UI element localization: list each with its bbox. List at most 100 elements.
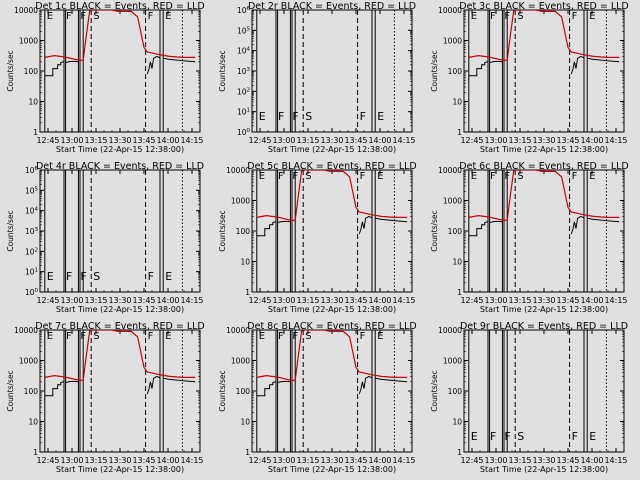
- x-tick-label: 14:15: [180, 136, 203, 145]
- y-tick-label: 100: [236, 387, 251, 396]
- flag-letter: F: [66, 11, 72, 22]
- x-tick-label: 12:45: [36, 296, 59, 305]
- flag-letter: F: [148, 331, 154, 342]
- y-tick-label: 100: [448, 67, 463, 76]
- events-series-line: [163, 57, 196, 63]
- y-tick-label: 1: [245, 288, 250, 297]
- events-series-line: [587, 57, 620, 63]
- y-tick-label: 100: [448, 387, 463, 396]
- x-tick-label: 14:00: [580, 456, 603, 465]
- flag-letter: F: [360, 171, 366, 182]
- y-tick-label: 100: [25, 288, 39, 297]
- x-tick-label: 13:00: [484, 296, 507, 305]
- x-tick-label: 14:00: [156, 456, 179, 465]
- flag-letter: E: [471, 171, 477, 182]
- y-tick-label: 10000: [438, 6, 462, 15]
- plot-title: Det 1c BLACK = Events, RED = LLD: [35, 1, 204, 12]
- y-tick-label: 1000: [443, 357, 462, 366]
- x-tick-label: 13:15: [296, 456, 319, 465]
- y-axis-label: Counts/sec: [430, 370, 439, 411]
- x-tick-label: 14:15: [180, 296, 203, 305]
- x-tick-label: 13:45: [344, 136, 367, 145]
- x-tick-label: 13:45: [132, 456, 155, 465]
- events-series-line: [277, 220, 291, 223]
- plot-title: Det 8c BLACK = Events, RED = LLD: [247, 321, 416, 332]
- y-tick-label: 105: [237, 26, 251, 35]
- y-axis-label: Counts/sec: [218, 370, 227, 411]
- y-tick-label: 1000: [231, 357, 250, 366]
- x-tick-label: 13:45: [556, 456, 579, 465]
- x-tick-label: 13:15: [84, 136, 107, 145]
- plot-title: Det 3c BLACK = Events, RED = LLD: [459, 1, 628, 12]
- x-tick-label: 13:15: [508, 136, 531, 145]
- flag-letter: F: [504, 430, 510, 443]
- y-tick-label: 1000: [443, 197, 462, 206]
- x-tick-label: 13:00: [272, 456, 295, 465]
- y-tick-label: 1: [457, 288, 462, 297]
- x-axis-label: Start Time (22-Apr-15 12:38:00): [56, 145, 184, 154]
- plot-title: Det 2r BLACK = Events, RED = LLD: [248, 1, 416, 12]
- lld-series-line: [468, 10, 620, 62]
- x-tick-label: 14:00: [368, 456, 391, 465]
- events-series-line: [146, 55, 161, 75]
- flag-letter: F: [292, 110, 298, 123]
- x-tick-label: 12:45: [248, 456, 271, 465]
- flag-letter: E: [377, 110, 384, 123]
- y-axis-label: Counts/sec: [218, 50, 227, 91]
- y-tick-label: 10: [28, 98, 38, 107]
- flag-letter: E: [471, 11, 477, 22]
- y-tick-label: 1: [457, 128, 462, 137]
- events-series-line: [570, 215, 585, 235]
- y-tick-label: 106: [25, 166, 39, 175]
- flag-letter: E: [589, 11, 595, 22]
- flag-letter: S: [305, 171, 311, 182]
- flag-letter: E: [165, 11, 171, 22]
- flag-letter: F: [278, 110, 284, 123]
- flag-letter: F: [504, 171, 510, 182]
- x-tick-label: 13:15: [508, 456, 531, 465]
- x-tick-label: 13:30: [108, 296, 131, 305]
- x-tick-label: 13:00: [60, 456, 83, 465]
- x-tick-label: 12:45: [460, 136, 483, 145]
- y-tick-label: 105: [25, 186, 39, 195]
- flag-letter: E: [377, 331, 383, 342]
- x-tick-label: 13:30: [108, 136, 131, 145]
- y-tick-label: 104: [25, 207, 39, 216]
- lld-series-line: [44, 10, 196, 62]
- x-axis-label: Start Time (22-Apr-15 12:38:00): [268, 145, 396, 154]
- flag-letter: E: [47, 270, 54, 283]
- flag-letter: S: [305, 110, 312, 123]
- flag-letter: E: [589, 171, 595, 182]
- flag-letter: F: [66, 270, 72, 283]
- y-tick-label: 10: [452, 258, 462, 267]
- plot-title: Det 9r BLACK = Events, RED = LLD: [460, 321, 628, 332]
- events-series-line: [277, 380, 291, 383]
- flag-letter: S: [93, 331, 99, 342]
- flag-letter: E: [259, 171, 265, 182]
- y-tick-label: 10: [240, 258, 250, 267]
- x-tick-label: 12:45: [36, 136, 59, 145]
- x-tick-label: 13:15: [508, 296, 531, 305]
- flag-letter: E: [47, 331, 53, 342]
- flag-letter: F: [490, 171, 496, 182]
- flag-letter: S: [93, 11, 99, 22]
- flag-letter: F: [504, 11, 510, 22]
- events-series-line: [587, 217, 620, 223]
- events-series-line: [489, 60, 503, 63]
- plot-panel-3: Det 3c BLACK = Events, RED = LLD 1 10 100 10…: [430, 1, 629, 154]
- y-tick-label: 100: [448, 227, 463, 236]
- flag-letter: E: [165, 331, 171, 342]
- x-tick-label: 13:30: [320, 296, 343, 305]
- flag-letter: F: [80, 11, 86, 22]
- y-tick-label: 1: [33, 448, 38, 457]
- plot-panel-8: Det 8c BLACK = Events, RED = LLD 1 10 100 10…: [218, 321, 417, 474]
- x-tick-label: 13:30: [532, 296, 555, 305]
- x-tick-label: 13:45: [344, 456, 367, 465]
- plot-panel-9: Det 9r BLACK = Events, RED = LLD 1 10 100 10…: [430, 321, 628, 474]
- y-tick-label: 10000: [226, 166, 250, 175]
- x-tick-label: 14:15: [392, 456, 415, 465]
- events-series-line: [44, 381, 65, 397]
- y-tick-label: 102: [237, 87, 250, 96]
- x-tick-label: 13:15: [296, 296, 319, 305]
- y-tick-label: 10000: [438, 166, 462, 175]
